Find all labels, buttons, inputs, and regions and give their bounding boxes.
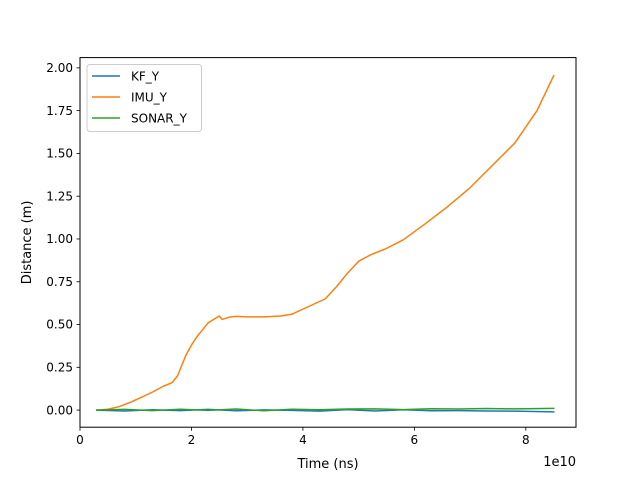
y-tick-label: 0.00: [46, 403, 73, 417]
x-axis: 0 2 4 6 8: [76, 427, 530, 447]
y-tick-label: 0.50: [46, 318, 73, 332]
x-tick-label: 4: [299, 433, 307, 447]
x-tick-label: 2: [188, 433, 196, 447]
y-tick-label: 2.00: [46, 61, 73, 75]
x-tick-label: 8: [522, 433, 530, 447]
y-axis: 0.00 0.25 0.50 0.75 1.00 1.25 1.50 1.75 2.00: [46, 61, 80, 417]
y-tick-label: 0.25: [46, 361, 73, 375]
legend-box: [86, 64, 202, 132]
y-axis-label: Distance (m): [20, 201, 35, 285]
x-offset-label: 1e10: [543, 455, 576, 470]
legend-entries: KF_Y IMU_Y SONAR_Y: [92, 70, 188, 126]
x-tick-label: 6: [411, 433, 419, 447]
y-tick-label: 1.25: [46, 189, 73, 203]
x-axis-label: Time (ns): [296, 457, 358, 472]
series-line-sonar-y: [95, 407, 555, 412]
y-tick-label: 0.75: [46, 275, 73, 289]
series-line-imu-y: [95, 74, 555, 411]
plot-lines: [95, 74, 555, 413]
legend-label-sonar-y: SONAR_Y: [131, 112, 188, 126]
legend: KF_Y IMU_Y SONAR_Y: [86, 64, 202, 132]
y-tick-label: 1.00: [46, 232, 73, 246]
y-tick-label: 1.50: [46, 147, 73, 161]
x-tick-label: 0: [76, 433, 84, 447]
y-tick-label: 1.75: [46, 104, 73, 118]
plot-frame: [79, 57, 577, 428]
legend-label-kf-y: KF_Y: [131, 70, 160, 84]
legend-label-imu-y: IMU_Y: [131, 91, 168, 105]
